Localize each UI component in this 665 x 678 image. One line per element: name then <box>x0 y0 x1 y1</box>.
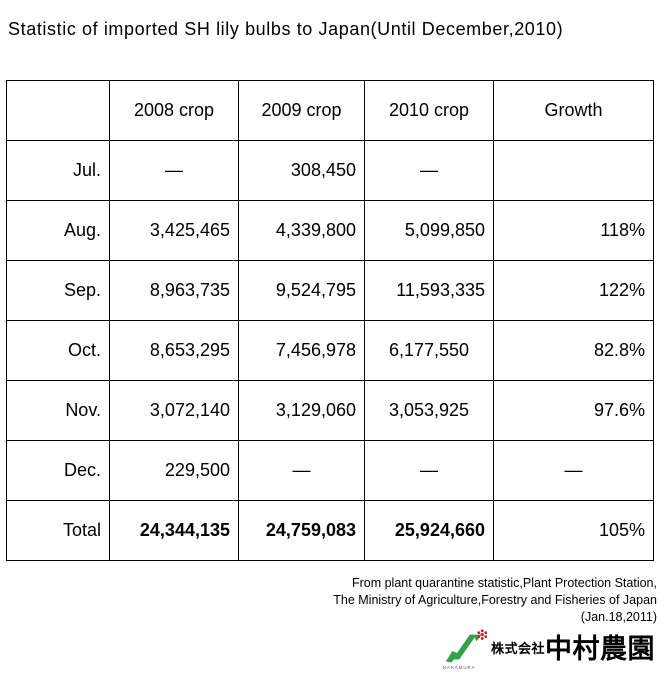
header-2010-crop: 2010 crop <box>364 80 494 141</box>
cell-month: Aug. <box>6 200 110 261</box>
cell-2010: 5,099,850 <box>364 200 494 261</box>
cell-growth <box>493 140 654 201</box>
import-statistics-table: 2008 crop 2009 crop 2010 crop Growth Jul… <box>6 80 654 561</box>
cell-2009: 4,339,800 <box>238 200 365 261</box>
cell-2008: 8,653,295 <box>109 320 239 381</box>
table-header-row: 2008 crop 2009 crop 2010 crop Growth <box>6 80 654 141</box>
cell-2010: 25,924,660 <box>364 500 494 561</box>
table-row-total: Total 24,344,135 24,759,083 25,924,660 1… <box>6 500 654 561</box>
header-2009-crop: 2009 crop <box>238 80 365 141</box>
source-date: (Jan.18,2011) <box>580 610 657 624</box>
cell-2008: 3,072,140 <box>109 380 239 441</box>
cell-month: Sep. <box>6 260 110 321</box>
cell-month: Oct. <box>6 320 110 381</box>
cell-month: Jul. <box>6 140 110 201</box>
source-line-1: From plant quarantine statistic,Plant Pr… <box>351 576 657 590</box>
nakamura-farm-logo: NAKAMURA 株式会社 中村農園 <box>441 626 655 672</box>
cell-2010: — <box>364 140 494 201</box>
table-row-sep: Sep. 8,963,735 9,524,795 11,593,335 122% <box>6 260 654 321</box>
cell-2009: 24,759,083 <box>238 500 365 561</box>
cell-2008: — <box>109 140 239 201</box>
header-2008-crop: 2008 crop <box>109 80 239 141</box>
source-line-2: The Ministry of Agriculture,Forestry and… <box>333 593 657 607</box>
cell-2008: 3,425,465 <box>109 200 239 261</box>
cell-growth: 122% <box>493 260 654 321</box>
company-name: 中村農園 <box>545 633 655 664</box>
table-row-dec: Dec. 229,500 — — — <box>6 440 654 501</box>
cell-month: Dec. <box>6 440 110 501</box>
cell-2009: — <box>238 440 365 501</box>
cell-month: Total <box>6 500 110 561</box>
table-row-aug: Aug. 3,425,465 4,339,800 5,099,850 118% <box>6 200 654 261</box>
cell-2008: 24,344,135 <box>109 500 239 561</box>
cell-month: Nov. <box>6 380 110 441</box>
company-prefix: 株式会社 <box>490 640 545 656</box>
table-row-nov: Nov. 3,072,140 3,129,060 3,053,925 97.6% <box>6 380 654 441</box>
cell-2010: — <box>364 440 494 501</box>
header-growth: Growth <box>493 80 654 141</box>
cell-2008: 8,963,735 <box>109 260 239 321</box>
page-title: Statistic of imported SH lily bulbs to J… <box>8 19 564 39</box>
nakamura-mark-text: NAKAMURA <box>443 665 476 670</box>
header-month <box>6 80 110 141</box>
table-row-oct: Oct. 8,653,295 7,456,978 6,177,550 82.8% <box>6 320 654 381</box>
cell-growth: 118% <box>493 200 654 261</box>
cell-growth: 105% <box>493 500 654 561</box>
cell-2009: 7,456,978 <box>238 320 365 381</box>
table-row-jul: Jul. — 308,450 — <box>6 140 654 201</box>
cell-growth: 97.6% <box>493 380 654 441</box>
nakamura-leaf-icon: NAKAMURA <box>443 629 488 670</box>
cell-2009: 3,129,060 <box>238 380 365 441</box>
cell-2009: 308,450 <box>238 140 365 201</box>
cell-2010: 11,593,335 <box>364 260 494 321</box>
cell-growth: — <box>493 440 654 501</box>
cell-growth: 82.8% <box>493 320 654 381</box>
cell-2010: 6,177,550 <box>364 320 494 381</box>
cell-2008: 229,500 <box>109 440 239 501</box>
cell-2009: 9,524,795 <box>238 260 365 321</box>
cell-2010: 3,053,925 <box>364 380 494 441</box>
source-attribution: From plant quarantine statistic,Plant Pr… <box>333 575 657 626</box>
